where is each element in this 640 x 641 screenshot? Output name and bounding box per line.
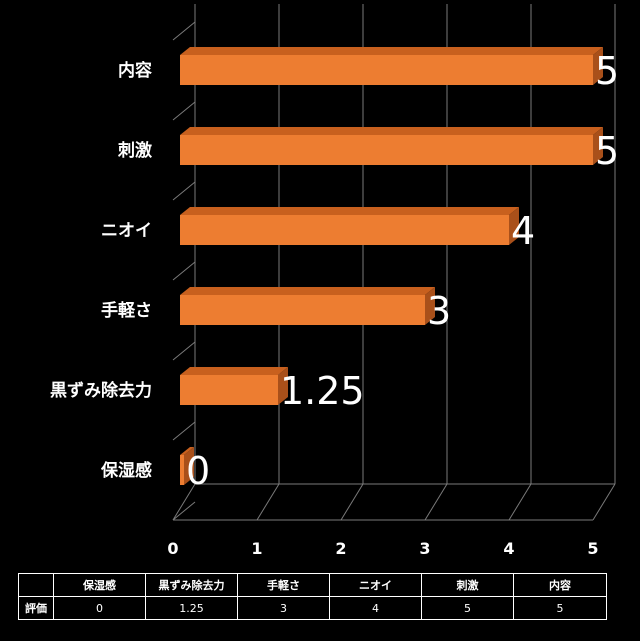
left-wall-tick xyxy=(172,501,196,521)
value-label: 5 xyxy=(595,49,619,93)
bar-top xyxy=(180,287,435,295)
left-wall-tick xyxy=(172,341,196,361)
bar-front xyxy=(180,455,184,485)
bar-side xyxy=(593,127,603,165)
bar-side xyxy=(593,47,603,85)
left-wall-tick xyxy=(172,101,196,121)
chart-bars xyxy=(180,47,603,485)
category-label: 刺激 xyxy=(118,140,152,161)
bar-front xyxy=(180,375,278,405)
bar-side xyxy=(278,367,288,405)
bar-front xyxy=(180,215,509,245)
value-label: 1.25 xyxy=(280,369,365,413)
value-labels: 5 5 4 3 1.25 0 xyxy=(186,49,619,493)
left-wall-tick xyxy=(172,21,196,41)
bar-front xyxy=(180,295,425,325)
bar xyxy=(180,447,194,485)
bar-top xyxy=(180,207,519,215)
table-header-cell: 保湿感 xyxy=(53,573,146,597)
bar xyxy=(180,207,519,245)
x-tick-label: 3 xyxy=(419,539,430,558)
x-tick-label: 0 xyxy=(167,539,178,558)
x-tick-label: 4 xyxy=(503,539,514,558)
category-label: 内容 xyxy=(118,60,152,81)
bar-front xyxy=(180,55,593,85)
bar-side xyxy=(509,207,519,245)
table-cell: 4 xyxy=(329,596,422,620)
bar-top xyxy=(180,47,603,55)
table-header-cell: 黒ずみ除去力 xyxy=(145,573,238,597)
gridline xyxy=(508,483,532,521)
gridline xyxy=(592,483,616,521)
bar xyxy=(180,367,288,405)
table-header-row: 保湿感 黒ずみ除去力 手軽さ ニオイ 刺激 内容 xyxy=(18,573,607,597)
value-label: 4 xyxy=(511,209,535,253)
value-label: 5 xyxy=(595,129,619,173)
table-cell: 0 xyxy=(53,596,146,620)
bar-top xyxy=(180,447,194,455)
table-header-cell: 内容 xyxy=(513,573,607,597)
table-header-cell: ニオイ xyxy=(329,573,422,597)
bar-front xyxy=(180,135,593,165)
x-tick-label: 1 xyxy=(251,539,262,558)
bar xyxy=(180,127,603,165)
left-wall-tick xyxy=(172,421,196,441)
bar-top xyxy=(180,367,288,375)
gridline xyxy=(172,483,196,521)
left-wall-tick xyxy=(172,261,196,281)
table-cell: 5 xyxy=(513,596,607,620)
bar-side xyxy=(425,287,435,325)
table-cell: 5 xyxy=(421,596,514,620)
x-tick-label: 5 xyxy=(587,539,598,558)
bar-top xyxy=(180,127,603,135)
category-label: 黒ずみ除去力 xyxy=(50,380,152,401)
bar xyxy=(180,287,435,325)
table-cell: 3 xyxy=(237,596,330,620)
table-header-cell: 手軽さ xyxy=(237,573,330,597)
x-tick-label: 2 xyxy=(335,539,346,558)
category-label: 手軽さ xyxy=(101,300,152,321)
gridline xyxy=(340,483,364,521)
value-label: 0 xyxy=(186,449,210,493)
gridline xyxy=(424,483,448,521)
bar-side xyxy=(184,447,194,485)
x-axis-ticks: 0 1 2 3 4 5 xyxy=(167,539,598,558)
data-table: 保湿感 黒ずみ除去力 手軽さ ニオイ 刺激 内容 評価 0 1.25 3 4 5… xyxy=(18,573,607,620)
table-row-header: 評価 xyxy=(18,596,54,620)
table-header-cell: 刺激 xyxy=(421,573,514,597)
value-label: 3 xyxy=(427,289,451,333)
gridline xyxy=(256,483,280,521)
table-row: 評価 0 1.25 3 4 5 5 xyxy=(18,596,607,620)
category-label: 保湿感 xyxy=(100,460,152,481)
category-label: ニオイ xyxy=(101,221,152,241)
bar xyxy=(180,47,603,85)
table-corner-cell xyxy=(18,573,54,597)
table-cell: 1.25 xyxy=(145,596,238,620)
left-wall-tick xyxy=(172,181,196,201)
